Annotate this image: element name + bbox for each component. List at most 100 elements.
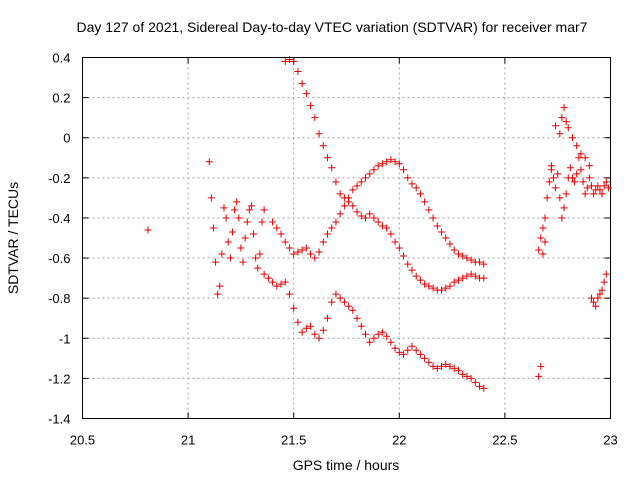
data-point bbox=[471, 378, 479, 386]
data-point bbox=[144, 226, 152, 234]
data-point bbox=[302, 90, 310, 98]
data-point bbox=[425, 206, 433, 214]
series-track-b bbox=[269, 156, 488, 268]
data-point bbox=[374, 162, 382, 170]
data-point bbox=[581, 190, 589, 198]
data-point bbox=[374, 330, 382, 338]
data-point bbox=[353, 314, 361, 322]
data-point bbox=[467, 256, 475, 264]
data-point bbox=[539, 224, 547, 232]
data-point bbox=[245, 206, 253, 214]
data-point bbox=[590, 298, 598, 306]
y-tick-label: 0.4 bbox=[52, 51, 70, 66]
data-point bbox=[467, 374, 475, 382]
data-point bbox=[537, 234, 545, 242]
x-tick-label: 21.5 bbox=[281, 433, 306, 448]
x-tick-label: 20.5 bbox=[70, 433, 95, 448]
data-point bbox=[459, 252, 467, 260]
data-point bbox=[429, 214, 437, 222]
data-point bbox=[281, 238, 289, 246]
data-point bbox=[345, 302, 353, 310]
data-point bbox=[566, 164, 574, 172]
data-point bbox=[370, 166, 378, 174]
data-point bbox=[416, 350, 424, 358]
data-point bbox=[374, 218, 382, 226]
data-point bbox=[596, 186, 604, 194]
y-axis-label: SDTVAR / TECUs bbox=[5, 182, 21, 294]
data-point bbox=[366, 338, 374, 346]
data-point bbox=[571, 178, 579, 186]
data-point bbox=[298, 246, 306, 254]
data-point bbox=[537, 362, 545, 370]
data-point bbox=[596, 290, 604, 298]
data-point bbox=[391, 238, 399, 246]
data-point bbox=[604, 184, 612, 192]
data-point bbox=[269, 278, 277, 286]
data-point bbox=[319, 142, 327, 150]
data-point bbox=[577, 150, 585, 158]
data-point bbox=[446, 282, 454, 290]
data-point bbox=[336, 190, 344, 198]
data-point bbox=[319, 238, 327, 246]
data-point bbox=[260, 206, 268, 214]
data-point bbox=[383, 332, 391, 340]
data-point bbox=[562, 190, 570, 198]
data-point bbox=[353, 208, 361, 216]
data-point bbox=[378, 328, 386, 336]
data-point bbox=[209, 224, 217, 232]
data-point bbox=[600, 278, 608, 286]
data-point bbox=[404, 174, 412, 182]
data-point bbox=[256, 250, 264, 258]
data-point bbox=[560, 204, 568, 212]
data-point bbox=[442, 284, 450, 292]
data-point bbox=[577, 166, 585, 174]
data-point bbox=[290, 250, 298, 258]
data-point bbox=[285, 290, 293, 298]
data-point bbox=[258, 218, 266, 226]
data-point bbox=[602, 178, 610, 186]
data-point bbox=[400, 252, 408, 260]
data-point bbox=[598, 190, 606, 198]
data-point bbox=[353, 182, 361, 190]
data-point bbox=[598, 286, 606, 294]
data-point bbox=[328, 298, 336, 306]
data-point bbox=[302, 324, 310, 332]
data-point bbox=[416, 276, 424, 284]
data-point bbox=[395, 160, 403, 168]
data-point bbox=[433, 222, 441, 230]
data-point bbox=[231, 206, 239, 214]
data-point bbox=[421, 354, 429, 362]
y-tick-label: -0.4 bbox=[48, 211, 70, 226]
data-point bbox=[332, 290, 340, 298]
data-point bbox=[556, 130, 564, 138]
data-point bbox=[573, 170, 581, 178]
data-point bbox=[545, 178, 553, 186]
data-point bbox=[328, 224, 336, 232]
data-point bbox=[421, 280, 429, 288]
data-point bbox=[412, 184, 420, 192]
data-point bbox=[480, 274, 488, 282]
data-point bbox=[590, 190, 598, 198]
data-point bbox=[558, 214, 566, 222]
data-point bbox=[349, 202, 357, 210]
data-point bbox=[370, 334, 378, 342]
data-point bbox=[387, 156, 395, 164]
data-point bbox=[340, 202, 348, 210]
data-point bbox=[429, 362, 437, 370]
data-point bbox=[600, 182, 608, 190]
data-point bbox=[235, 214, 243, 222]
data-point bbox=[594, 182, 602, 190]
data-point bbox=[323, 314, 331, 322]
data-point bbox=[454, 366, 462, 374]
data-point bbox=[463, 272, 471, 280]
data-point bbox=[454, 250, 462, 258]
data-point bbox=[307, 250, 315, 258]
data-point bbox=[226, 254, 234, 262]
data-point bbox=[408, 266, 416, 274]
data-point bbox=[357, 178, 365, 186]
data-point bbox=[302, 244, 310, 252]
data-point bbox=[207, 194, 215, 202]
data-points bbox=[144, 56, 612, 392]
data-point bbox=[250, 230, 258, 238]
data-point bbox=[459, 274, 467, 282]
